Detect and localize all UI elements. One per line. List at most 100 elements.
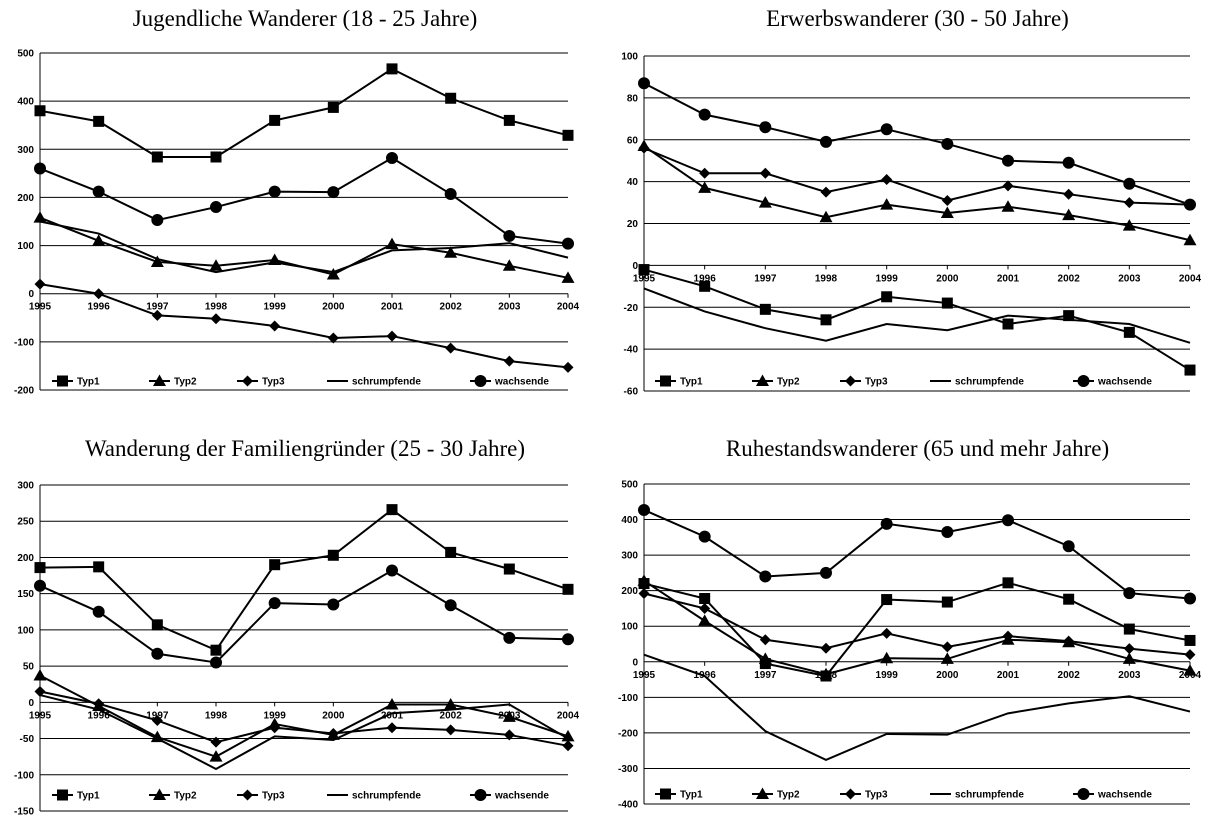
series-line-Typ2 xyxy=(39,674,569,758)
legend-label-schrumpfende: schrumpfende xyxy=(955,790,1024,801)
chart-title: Wanderung der Familiengründer (25 - 30 J… xyxy=(84,436,526,461)
data-point-Typ3 xyxy=(941,194,953,206)
data-point-Typ3 xyxy=(269,320,281,332)
legend-label-wachsende: wachsende xyxy=(1097,377,1152,388)
y-tick-label: 100 xyxy=(17,241,34,252)
series-line-wachsende xyxy=(39,156,569,245)
y-tick-label: 200 xyxy=(621,586,638,597)
data-point-wachsende xyxy=(92,605,105,618)
data-point-Typ2 xyxy=(1183,664,1197,676)
series-line-schrumpfende xyxy=(643,653,1191,762)
chart-svg: -200 -100 0 100 200 300 400 500 1995 1996 1997 1998… xyxy=(14,49,580,397)
y-tick-label: -100 xyxy=(14,770,34,781)
series-line-Typ1 xyxy=(39,508,569,652)
y-tick-label: -400 xyxy=(618,800,638,811)
x-tick-label: 1998 xyxy=(815,273,838,284)
data-point-Typ2 xyxy=(150,255,164,267)
legend-label-wachsende: wachsende xyxy=(1097,790,1152,801)
y-tick-label: -60 xyxy=(624,387,639,398)
legend-label-Typ2: Typ2 xyxy=(777,790,800,801)
x-tick-label: 2000 xyxy=(322,302,345,313)
data-point-Typ1 xyxy=(881,291,893,303)
data-point-Typ3 xyxy=(327,332,339,344)
legend-marker-wachsende xyxy=(1077,375,1090,387)
data-point-wachsende xyxy=(151,647,164,660)
chart-title: Erwerbswanderer (30 - 50 Jahre) xyxy=(766,6,1069,31)
x-tick-label: 1999 xyxy=(876,670,899,681)
x-tick-label: 2004 xyxy=(557,302,580,313)
data-point-Typ3 xyxy=(562,740,574,752)
data-point-Typ3 xyxy=(881,627,893,639)
legend-marker-Typ2 xyxy=(756,374,769,386)
data-point-wachsende xyxy=(941,137,954,150)
data-point-Typ3 xyxy=(386,722,398,734)
x-tick-label: 2002 xyxy=(440,710,463,721)
series-line-Typ1 xyxy=(39,67,569,158)
data-point-Typ1 xyxy=(93,115,105,127)
legend-label-Typ1: Typ1 xyxy=(680,377,703,388)
data-point-Typ1 xyxy=(1184,634,1196,646)
legend-label-Typ3: Typ3 xyxy=(865,377,888,388)
data-point-Typ1 xyxy=(1002,577,1014,589)
legend-marker-Typ1 xyxy=(57,375,68,387)
legend-marker-Typ3 xyxy=(845,375,856,387)
chart-svg: -150 -100 -50 0 50 100 150 200 250 300 1995 1996 199… xyxy=(14,481,580,818)
data-point-Typ3 xyxy=(503,729,515,741)
data-point-wachsende xyxy=(759,121,772,134)
y-tick-label: -20 xyxy=(624,303,639,314)
data-point-Typ1 xyxy=(1123,326,1135,338)
data-point-wachsende xyxy=(34,162,46,175)
data-point-Typ3 xyxy=(638,588,650,600)
data-point-Typ1 xyxy=(210,644,222,656)
data-point-Typ1 xyxy=(562,129,574,141)
legend-label-Typ1: Typ1 xyxy=(77,377,100,388)
x-tick-label: 2001 xyxy=(997,273,1020,284)
x-tick-label: 2004 xyxy=(1179,273,1202,284)
data-point-Typ1 xyxy=(503,563,515,575)
data-point-Typ2 xyxy=(1062,208,1076,221)
legend-marker-Typ1 xyxy=(57,789,68,801)
y-tick-label: -200 xyxy=(14,386,34,397)
data-point-Typ2 xyxy=(561,271,575,283)
data-point-wachsende xyxy=(638,77,650,90)
legend-marker-Typ2 xyxy=(153,374,166,386)
data-point-Typ1 xyxy=(1063,310,1075,322)
data-point-Typ3 xyxy=(1123,197,1135,209)
data-point-wachsende xyxy=(698,108,711,121)
data-point-Typ1 xyxy=(941,596,953,608)
series-line-wachsende xyxy=(643,509,1191,600)
data-point-wachsende xyxy=(1184,198,1196,211)
data-point-Typ1 xyxy=(327,101,339,113)
chart-panel-jugendliche: Jugendliche Wanderer (18 - 25 Jahre) -20… xyxy=(0,0,610,411)
data-point-Typ2 xyxy=(698,614,712,626)
x-tick-label: 2004 xyxy=(557,710,580,721)
data-point-Typ1 xyxy=(881,594,893,606)
y-tick-label: 100 xyxy=(621,52,638,63)
data-point-Typ2 xyxy=(1122,652,1136,664)
chart-title: Jugendliche Wanderer (18 - 25 Jahre) xyxy=(132,6,478,31)
x-tick-label: 1995 xyxy=(633,670,656,681)
data-point-wachsende xyxy=(1123,587,1136,600)
x-tick-label: 2000 xyxy=(322,710,345,721)
y-tick-label: 80 xyxy=(627,93,639,104)
data-point-Typ2 xyxy=(326,267,340,280)
data-point-Typ3 xyxy=(34,685,46,697)
data-point-Typ3 xyxy=(1184,649,1196,661)
y-tick-label: 0 xyxy=(28,289,34,300)
data-point-Typ3 xyxy=(445,724,457,736)
data-point-Typ3 xyxy=(93,288,105,300)
data-point-wachsende xyxy=(268,185,281,198)
data-point-Typ2 xyxy=(940,206,954,219)
data-point-wachsende xyxy=(1123,177,1136,190)
y-tick-label: 40 xyxy=(627,177,639,188)
data-point-Typ1 xyxy=(638,264,650,276)
legend-marker-Typ3 xyxy=(242,375,253,387)
legend-marker-Typ1 xyxy=(660,375,671,387)
data-point-Typ1 xyxy=(327,549,339,561)
x-tick-label: 1996 xyxy=(88,710,111,721)
data-point-wachsende xyxy=(880,123,893,136)
data-point-wachsende xyxy=(562,633,574,646)
data-point-Typ1 xyxy=(386,63,398,75)
data-point-Typ3 xyxy=(638,142,650,154)
